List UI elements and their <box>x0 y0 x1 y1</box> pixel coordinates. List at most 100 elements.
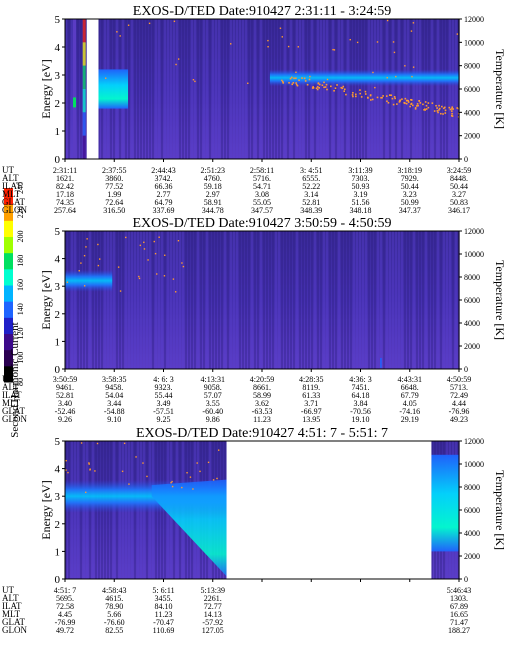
orbit-cell: 3.23 <box>403 190 417 199</box>
energy-tick-label: 1 <box>55 126 61 138</box>
temperature-point <box>404 65 406 67</box>
spectrogram-column <box>368 19 370 159</box>
spectrogram-column <box>128 231 130 369</box>
orbit-cell: 50.44 <box>450 182 468 191</box>
orbit-cell: 1.99 <box>107 190 121 199</box>
colorbar-tick-label: 80 <box>16 378 25 386</box>
spectrogram-column <box>194 231 196 369</box>
temperature-point <box>323 86 325 89</box>
orbit-cell: 110.69 <box>153 626 175 635</box>
orbit-cell: 50.99 <box>401 198 419 207</box>
orbit-cell: 5: 6:11 <box>152 586 174 595</box>
intensity-region <box>96 69 129 109</box>
orbit-cell: 4.45 <box>58 610 72 619</box>
temperature-point <box>290 76 293 79</box>
temperature-point <box>142 462 144 464</box>
temperature-point <box>288 82 290 84</box>
spectrogram-column <box>383 231 385 369</box>
spectrogram-column <box>350 231 352 369</box>
temperature-point <box>393 95 396 98</box>
orbit-row-label: ILAT <box>2 181 22 191</box>
orbit-cell: -70.47 <box>153 618 174 627</box>
spectrogram-column <box>134 231 136 369</box>
temperature-point <box>154 252 157 255</box>
orbit-cell: 9323. <box>155 383 173 392</box>
temperature-point <box>352 92 354 94</box>
orbit-cell: 188.27 <box>448 626 470 635</box>
orbit-cell: 3.84 <box>354 399 368 408</box>
temperature-tick-label: 8000 <box>464 483 480 492</box>
spectrogram-column <box>158 19 160 159</box>
spectrogram-column <box>185 231 187 369</box>
spectrogram-column <box>365 19 367 159</box>
spectrogram-column <box>215 231 217 369</box>
orbit-cell: -52.46 <box>55 407 76 416</box>
spectrogram-column <box>386 231 388 369</box>
energy-tick-label: 5 <box>55 436 61 448</box>
spectrogram-column <box>440 231 442 369</box>
temperature-point <box>374 86 376 89</box>
orbit-cell: 1621. <box>56 174 74 183</box>
temperature-tick-label: 12000 <box>464 15 484 24</box>
spectrogram-column <box>137 231 139 369</box>
spectrogram-column <box>248 19 250 159</box>
edge-strip <box>82 65 86 89</box>
orbit-cell: 316.50 <box>103 206 125 215</box>
spectrogram-column <box>203 231 205 369</box>
spectrogram-column <box>107 231 109 369</box>
spectrogram-column <box>272 19 274 159</box>
spectrogram-column <box>332 231 334 369</box>
temperature-point <box>117 266 120 268</box>
colorbar-label: Second Harmonic Current <box>9 322 21 437</box>
spectrogram-column <box>263 19 265 159</box>
temperature-point <box>405 102 408 105</box>
temperature-point <box>316 88 319 91</box>
temperature-point <box>323 81 325 84</box>
temperature-point <box>344 88 346 91</box>
spectrogram-column <box>446 231 448 369</box>
temperature-point <box>291 83 294 86</box>
temperature-point <box>143 248 146 250</box>
spectrogram-column <box>209 231 211 369</box>
spectrogram-column <box>209 19 211 159</box>
spectrogram-column <box>287 19 289 159</box>
temperature-point <box>443 107 445 110</box>
spectrogram-column <box>239 231 241 369</box>
orbit-cell: 59.18 <box>204 182 222 191</box>
spectrogram-column <box>167 19 169 159</box>
temperature-tick-label: 0 <box>464 575 468 584</box>
spectrogram-column <box>236 19 238 159</box>
colorbar-tick-label: 220 <box>16 206 25 218</box>
temperature-point <box>199 470 201 473</box>
panel-title: EXOS-D/TED Date:910427 2:31:11 - 3:24:59 <box>133 4 391 19</box>
spectrogram-column <box>281 231 283 369</box>
spectrogram-column <box>146 231 148 369</box>
temperature-point <box>359 92 361 95</box>
temperature-point <box>355 95 357 98</box>
spectrogram-column <box>335 231 337 369</box>
spectrogram-column <box>239 19 241 159</box>
spectrogram-column <box>110 231 112 369</box>
spectrogram-column <box>191 231 193 369</box>
temperature-point <box>324 86 327 88</box>
energy-tick-label: 5 <box>55 226 61 238</box>
temperature-point <box>342 85 345 88</box>
spectrogram-column <box>347 231 349 369</box>
spectrogram-column <box>185 19 187 159</box>
colorbar: 240 220 200 180 160 140 120 100 80 Second Harmon… <box>4 182 25 438</box>
orbit-cell: 52.81 <box>56 391 74 400</box>
colorbar-swatch <box>4 268 13 286</box>
spectrogram-column <box>215 19 217 159</box>
temperature-axis-label: Temperature [K] <box>493 49 505 129</box>
temperature-axis: 0 2000 4000 6000 8000 10000 12000 Temperature [… <box>459 437 505 584</box>
temperature-point <box>292 81 295 84</box>
orbit-cell: -57.51 <box>153 407 174 416</box>
energy-tick-label: 5 <box>55 14 61 26</box>
orbit-cell: 51.56 <box>352 198 370 207</box>
time-axis <box>64 579 460 582</box>
orbit-cell: 5713. <box>450 383 468 392</box>
orbit-cell: 49.72 <box>56 626 74 635</box>
colorbar-swatches <box>4 188 13 383</box>
temperature-tick-label: 12000 <box>464 227 484 236</box>
temperature-point <box>86 238 88 240</box>
